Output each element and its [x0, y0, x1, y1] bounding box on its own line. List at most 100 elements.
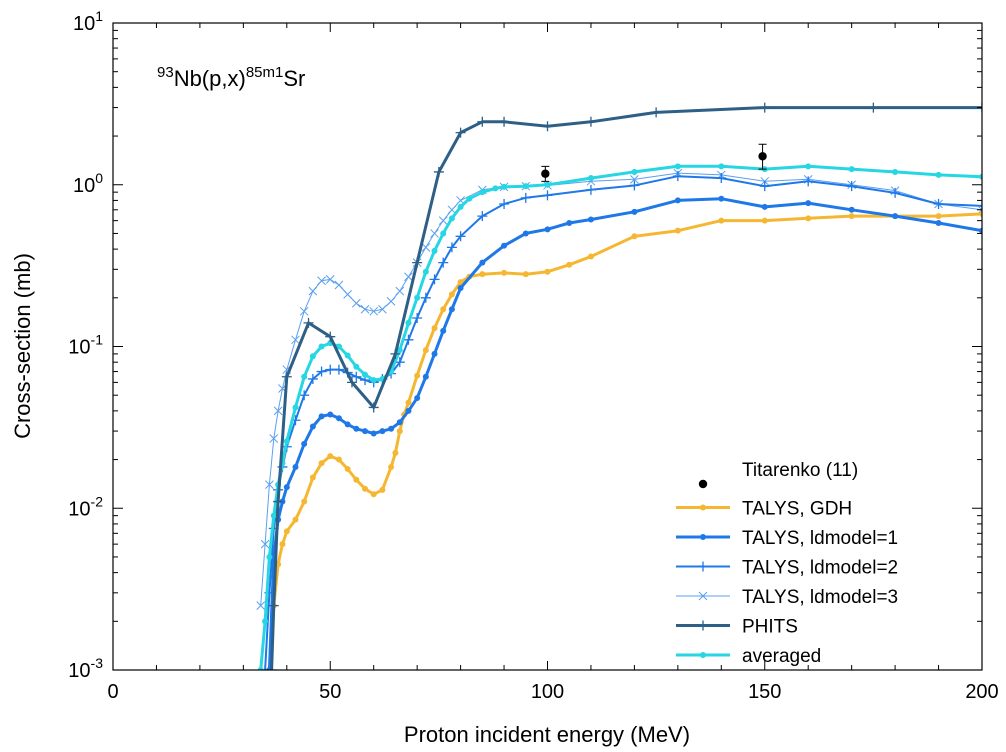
data-point [390, 348, 401, 359]
data-point [292, 463, 299, 470]
data-point [631, 233, 638, 240]
data-point [700, 534, 706, 540]
data-point [308, 286, 318, 296]
data-point [457, 284, 464, 291]
data-point [933, 199, 944, 210]
data-point [327, 411, 334, 418]
data-point [698, 561, 708, 572]
data-point [805, 200, 812, 207]
data-point [301, 373, 308, 380]
data-point [368, 402, 379, 413]
series-talys-gdh [266, 210, 982, 670]
data-point [369, 306, 379, 316]
legend-entry: PHITS [676, 617, 798, 638]
data-point [805, 163, 812, 170]
data-point [544, 268, 551, 275]
data-point [758, 152, 767, 161]
data-point [422, 373, 429, 380]
data-point [759, 102, 770, 113]
legend: Titarenko (11) TALYS, GDH TALYS, ldmodel=1… [676, 460, 898, 667]
legend-label: TALYS, ldmodel=2 [742, 558, 898, 579]
data-point [499, 199, 510, 210]
data-point [378, 304, 387, 314]
data-point [935, 213, 942, 220]
data-point [440, 327, 447, 334]
data-point [890, 187, 901, 198]
data-point [405, 399, 412, 406]
data-point [292, 404, 299, 411]
data-point [492, 185, 499, 192]
data-point [718, 163, 725, 170]
data-points-layer [541, 143, 767, 182]
data-point [327, 453, 334, 460]
data-point [421, 243, 431, 252]
data-point [269, 434, 279, 443]
data-point [318, 343, 325, 350]
data-point [405, 319, 412, 326]
data-point [422, 347, 429, 354]
series-talys-ldmodel-1 [266, 195, 982, 670]
legend-entry: TALYS, GDH [676, 499, 852, 520]
data-point [542, 121, 553, 132]
data-point [334, 280, 344, 290]
data-point [279, 541, 286, 548]
data-point [404, 272, 413, 282]
legend-entry: Titarenko (11) [698, 460, 858, 489]
data-point [388, 463, 395, 470]
data-point [268, 600, 279, 611]
data-point [301, 498, 308, 505]
data-point [477, 116, 488, 127]
x-tick-label: 0 [107, 681, 118, 703]
data-point [370, 491, 377, 498]
data-point [351, 298, 361, 308]
data-point [317, 276, 326, 286]
data-point [265, 480, 274, 489]
data-point [403, 334, 414, 345]
data-point [438, 216, 448, 225]
data-point [299, 306, 309, 316]
data-point [283, 528, 290, 535]
data-point [412, 313, 423, 324]
data-point [370, 377, 377, 384]
data-point [587, 175, 594, 182]
data-point [388, 425, 395, 432]
data-point [544, 181, 551, 188]
data-point [412, 257, 423, 268]
data-point [761, 203, 768, 210]
axis-ticks: 0 50 100 150 200 10-3 10-2 10-1 100 101 [68, 8, 998, 703]
data-point [457, 203, 464, 210]
data-point [651, 107, 662, 118]
data-point [335, 456, 342, 463]
data-point [370, 430, 377, 437]
data-point [479, 271, 486, 278]
data-point [499, 116, 510, 127]
data-point [420, 292, 431, 303]
data-point [273, 496, 284, 507]
data-point [979, 173, 982, 180]
data-point [362, 371, 369, 378]
data-point [362, 485, 369, 492]
data-point [353, 425, 360, 432]
data-point [977, 200, 982, 211]
data-point [325, 275, 335, 284]
annotation-text: 93Nb(p,x)85m1Sr [157, 64, 305, 91]
data-point [700, 504, 706, 511]
data-point [256, 601, 266, 610]
series-line [264, 175, 982, 670]
annotation-target: Nb(p,x) [174, 66, 246, 91]
series-line [267, 197, 982, 670]
legend-label: TALYS, ldmodel=1 [742, 528, 898, 549]
data-point [344, 421, 351, 428]
data-point [414, 372, 421, 379]
data-point [260, 539, 270, 549]
data-point [438, 257, 449, 268]
y-tick-label: 10-3 [68, 655, 103, 682]
data-point [346, 377, 357, 388]
data-point [396, 419, 403, 426]
data-point [759, 181, 770, 192]
data-point [446, 242, 457, 253]
series-averaged [257, 163, 982, 670]
data-point [457, 279, 464, 286]
data-point [351, 371, 362, 382]
data-point [846, 181, 857, 192]
